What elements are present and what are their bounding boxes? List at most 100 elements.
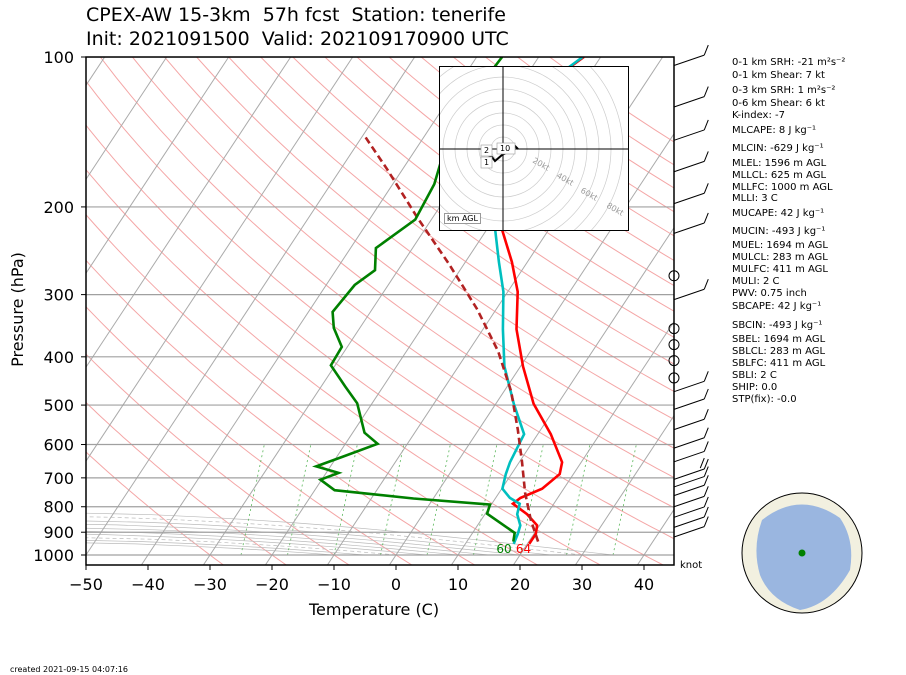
index-line: SBEL: 1694 m AGL	[732, 334, 826, 345]
wind-barb-flag	[703, 388, 709, 400]
chart-subtitle: Init: 2021091500 Valid: 202109170900 UTC	[86, 28, 509, 50]
surface-dewpoint-label: 60	[496, 542, 511, 556]
isotherm	[86, 57, 168, 181]
wind-barb	[673, 450, 705, 463]
calm-wind-marker	[668, 372, 680, 384]
y-tick-label: 500	[43, 396, 74, 415]
index-line: 0-1 km Shear: 7 kt	[732, 70, 825, 81]
dry-adiabat	[86, 124, 665, 565]
x-tick-label: −50	[69, 575, 103, 594]
mixing-ratio-line	[473, 444, 498, 556]
dry-adiabat	[292, 57, 674, 338]
y-tick-label: 300	[43, 286, 74, 305]
hodograph-height-box	[480, 144, 493, 157]
wind-barb-flag	[703, 486, 709, 497]
index-line: MLLCL: 625 m AGL	[732, 170, 827, 181]
y-tick-label: 800	[43, 498, 74, 517]
moist-adiabat	[86, 527, 490, 556]
hodograph-ring-label: 20kt	[531, 156, 551, 173]
moist-adiabat	[86, 537, 397, 556]
index-line: SBCIN: -493 J kg⁻¹	[732, 320, 823, 331]
surface-temperature-label: 64	[516, 542, 531, 556]
wind-barb-flag	[703, 212, 709, 224]
mixing-ratio-line	[380, 444, 405, 556]
y-tick-label: 900	[43, 523, 74, 542]
dry-adiabat	[86, 401, 288, 565]
x-tick-label: −10	[317, 575, 351, 594]
dry-adiabat	[86, 259, 476, 565]
dry-adiabat	[86, 306, 413, 565]
y-tick-label: 700	[43, 469, 74, 488]
wind-barb-flag	[703, 86, 709, 97]
index-line: SHIP: 0.0	[732, 382, 778, 393]
station-marker	[798, 549, 806, 557]
index-line: SBCAPE: 42 J kg⁻¹	[732, 301, 822, 312]
wind-barb	[673, 160, 705, 173]
index-line: MUEL: 1694 m AGL	[732, 240, 828, 251]
wind-barb	[673, 222, 705, 234]
x-tick-label: −30	[193, 575, 227, 594]
calm-wind-marker	[668, 339, 680, 351]
index-line: MLCIN: -629 J kg⁻¹	[732, 143, 824, 154]
wind-barb	[673, 506, 705, 518]
x-tick-label: 30	[572, 575, 592, 594]
wind-barb	[673, 129, 705, 141]
wind-barb-flag	[703, 409, 709, 420]
wind-barb-flag	[703, 279, 709, 290]
wind-barb-flag	[703, 183, 709, 194]
index-line: MLLI: 3 C	[732, 193, 778, 204]
index-line: 0-3 km SRH: 1 m²s⁻²	[732, 85, 836, 96]
wind-barb-flag	[699, 457, 705, 469]
y-tick-label: 1000	[33, 546, 74, 565]
dry-adiabat	[324, 57, 674, 312]
hodograph-ring-label: 80kt	[605, 201, 625, 218]
isotherm	[574, 414, 674, 565]
wind-barb-flag	[703, 506, 709, 518]
index-line: MLLFC: 1000 m AGL	[732, 182, 833, 193]
isotherm	[86, 57, 416, 556]
wind-barb-flag	[703, 516, 709, 527]
x-tick-label: 20	[510, 575, 530, 594]
index-line: MLCAPE: 8 J kg⁻¹	[732, 125, 817, 136]
parcel-line	[362, 133, 540, 543]
x-axis-label: Temperature (C)	[309, 600, 440, 619]
wind-barb	[673, 484, 705, 497]
index-line: 0-1 km SRH: -21 m²s⁻²	[732, 57, 846, 68]
dry-adiabat	[86, 353, 350, 565]
dry-adiabat	[356, 57, 674, 287]
y-tick-label: 200	[43, 198, 74, 217]
wind-barb	[673, 476, 705, 488]
wind-barb-flag	[703, 458, 709, 470]
isotherm	[86, 57, 292, 369]
wind-barb-flag	[703, 475, 709, 486]
wind-barb	[673, 380, 705, 393]
hodograph-height-label: 10	[500, 144, 510, 153]
chart-title: CPEX-AW 15-3km 57h fcst Station: tenerif…	[86, 4, 506, 26]
x-tick-label: 0	[391, 575, 401, 594]
calm-wind-marker	[668, 270, 680, 282]
calm-wind-marker	[668, 323, 680, 335]
rh_profile-line	[312, 57, 517, 542]
y-axis-label: Pressure (hPa)	[7, 252, 27, 367]
wind-barb-flag	[703, 44, 709, 56]
x-tick-label: 10	[448, 575, 468, 594]
mixing-ratio-line	[287, 444, 312, 556]
mixing-ratio-line	[566, 444, 591, 556]
x-tick-label: −40	[131, 575, 165, 594]
hodograph-inset: 20kt 40kt 60kt 80kt 1 2 10	[382, 28, 629, 270]
wind-barb	[673, 437, 705, 449]
wind-barb	[673, 192, 705, 205]
wind-barb	[673, 516, 705, 528]
dry-adiabat	[99, 57, 674, 509]
mixing-ratio-line	[240, 444, 265, 556]
index-line: MUCAPE: 42 J kg⁻¹	[732, 208, 825, 219]
knot-label: knot	[680, 560, 703, 571]
wind-barb-flag	[703, 151, 709, 162]
wind-barb-flag	[703, 119, 709, 131]
ocean-area	[756, 504, 852, 610]
hodograph-height-label: 1	[484, 158, 489, 167]
wind-barb-flag	[703, 371, 709, 382]
wind-barb	[673, 96, 705, 108]
isotherm	[140, 57, 478, 565]
